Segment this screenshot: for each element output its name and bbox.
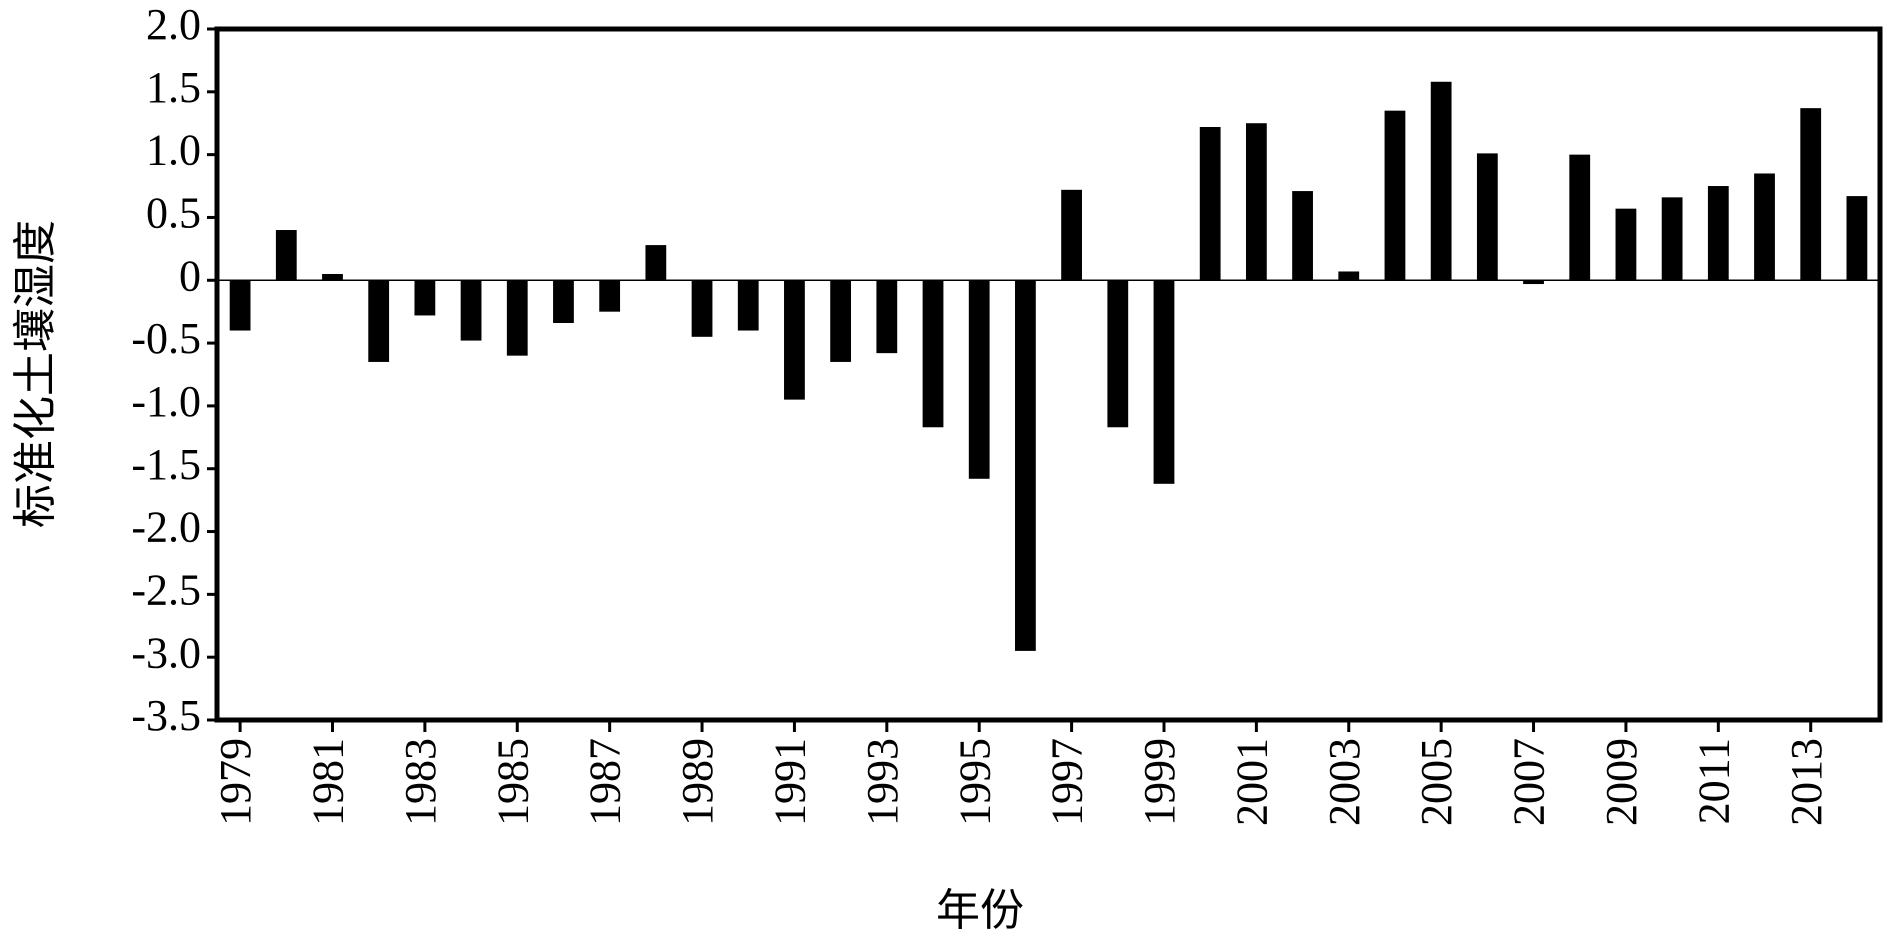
bar bbox=[1707, 186, 1729, 281]
x-axis-title: 年份 bbox=[936, 886, 1024, 935]
x-tick-label: 1985 bbox=[488, 738, 537, 826]
bar bbox=[1430, 81, 1452, 281]
x-tick-label: 2013 bbox=[1782, 738, 1831, 826]
x-tick-label: 1987 bbox=[581, 738, 630, 826]
bar bbox=[1245, 123, 1267, 281]
bar bbox=[737, 280, 759, 331]
bar bbox=[1061, 189, 1082, 281]
x-tick-label: 1991 bbox=[766, 738, 815, 826]
bar bbox=[1569, 154, 1591, 281]
bar bbox=[876, 280, 898, 354]
bar bbox=[830, 280, 852, 362]
bar bbox=[1523, 280, 1544, 285]
y-tick-label: -1.5 bbox=[131, 440, 201, 489]
bar bbox=[1846, 196, 1868, 281]
bar bbox=[1800, 108, 1822, 281]
x-tick-label: 1997 bbox=[1043, 738, 1092, 826]
bar bbox=[506, 280, 528, 356]
bar bbox=[368, 280, 390, 362]
y-tick-label: -2.5 bbox=[131, 565, 201, 614]
y-tick-label: -2.0 bbox=[131, 503, 201, 552]
x-tick-label: 2001 bbox=[1227, 738, 1276, 826]
x-tick-label: 2011 bbox=[1689, 738, 1738, 824]
x-tick-label: 2003 bbox=[1320, 738, 1369, 826]
x-tick-label: 1999 bbox=[1135, 738, 1184, 826]
y-tick-label: -0.5 bbox=[131, 314, 201, 363]
bar bbox=[599, 280, 621, 312]
y-tick-label: 1.5 bbox=[146, 63, 201, 112]
x-tick-label: 2005 bbox=[1412, 738, 1461, 826]
bar bbox=[1292, 191, 1313, 281]
y-axis-title: 标准化土壤湿度 bbox=[11, 220, 60, 528]
x-tick-label: 2009 bbox=[1597, 738, 1646, 826]
y-tick-label: -1.0 bbox=[131, 377, 201, 426]
bar bbox=[229, 280, 251, 331]
bar bbox=[645, 245, 667, 281]
bar bbox=[1153, 280, 1175, 484]
plot-frame bbox=[214, 26, 1883, 723]
x-tick-label: 1979 bbox=[211, 738, 260, 826]
bar bbox=[1199, 126, 1221, 281]
y-tick-label: 1.0 bbox=[146, 126, 201, 175]
bar bbox=[460, 280, 482, 341]
y-tick-label: 0 bbox=[179, 251, 201, 300]
x-tick-label: 1993 bbox=[858, 738, 907, 826]
bar bbox=[553, 280, 574, 323]
bar bbox=[1476, 153, 1498, 281]
y-tick-label: 2.0 bbox=[146, 0, 201, 49]
bar bbox=[691, 280, 713, 337]
x-tick-label: 2007 bbox=[1505, 738, 1554, 826]
bar bbox=[922, 280, 944, 428]
y-tick-label: -3.5 bbox=[131, 691, 201, 740]
bar bbox=[784, 280, 805, 400]
x-tick-label: 1983 bbox=[396, 738, 445, 826]
bar bbox=[1384, 110, 1406, 281]
bar bbox=[1754, 173, 1775, 281]
bar bbox=[1338, 271, 1360, 281]
bar bbox=[322, 273, 343, 281]
y-tick-label: 0.5 bbox=[146, 189, 201, 238]
bar bbox=[1661, 197, 1683, 281]
bar bbox=[1107, 280, 1129, 428]
bar bbox=[1015, 280, 1036, 651]
bar bbox=[414, 280, 436, 316]
bar bbox=[1615, 208, 1637, 281]
bar bbox=[275, 230, 297, 281]
x-tick-label: 1995 bbox=[950, 738, 999, 826]
x-tick-label: 1981 bbox=[304, 738, 353, 826]
x-tick-label: 1989 bbox=[673, 738, 722, 826]
bar bbox=[968, 280, 990, 479]
y-tick-label: -3.0 bbox=[131, 628, 201, 677]
